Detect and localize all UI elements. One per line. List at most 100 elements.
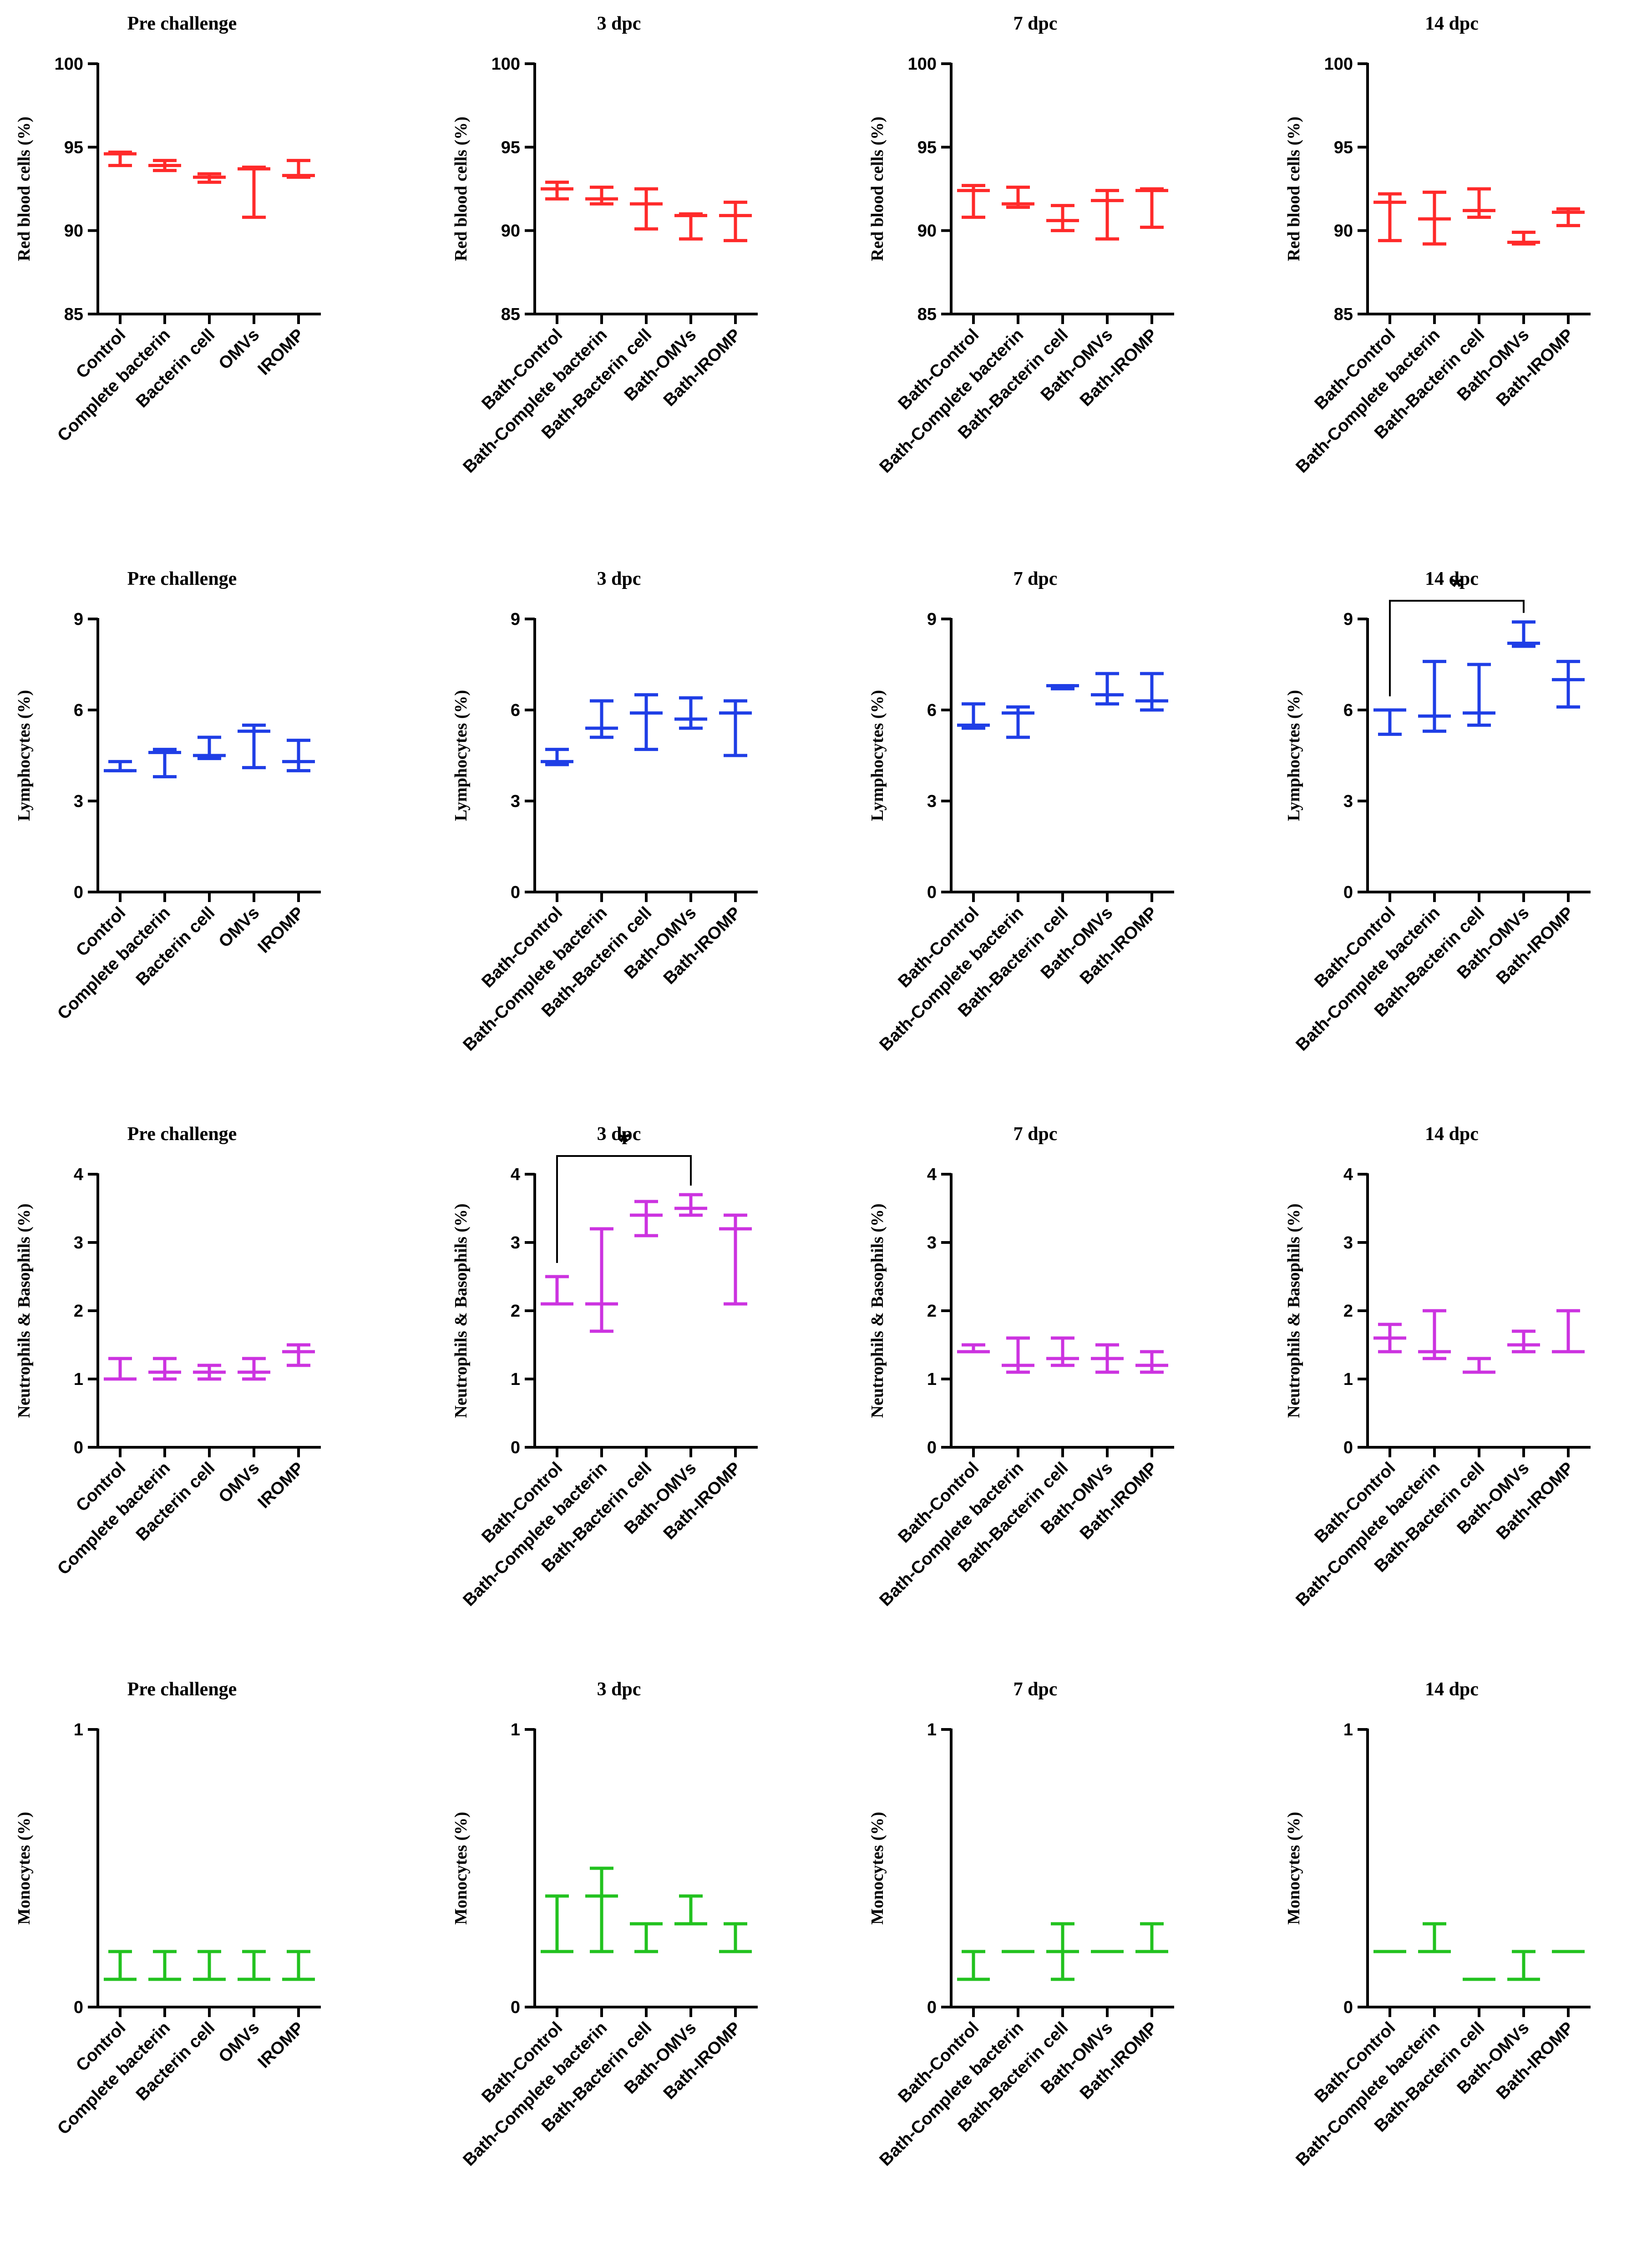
x-tick-label: IROMP: [254, 2018, 308, 2072]
chart-10: 7 dpc Neutrophils & Basophils (%) 0 1 2 3 4 Bat…: [868, 1124, 1174, 1610]
x-tick-label: Bath-IROMP: [1493, 1459, 1577, 1543]
y-tick-label: 3: [74, 792, 83, 811]
y-axis-label: Monocytes (%): [1284, 1812, 1303, 1925]
x-tick-label: Bath-IROMP: [1076, 325, 1161, 410]
y-tick-label: 0: [1343, 883, 1353, 902]
chart-title: Pre challenge: [127, 1124, 237, 1145]
y-tick-label: 4: [1343, 1165, 1353, 1184]
y-axis-label: Monocytes (%): [15, 1812, 34, 1925]
chart-title: 3 dpc: [597, 568, 641, 589]
error-bar: [1135, 672, 1168, 712]
chart-title: 7 dpc: [1013, 1124, 1058, 1145]
significance-star: *: [618, 1125, 630, 1158]
chart-title: Pre challenge: [127, 1679, 237, 1700]
significance-bracket: [556, 1155, 692, 1263]
chart-0: Pre challenge Red blood cells (%) 85 90 95 10…: [15, 13, 321, 446]
error-bar: [1552, 659, 1585, 709]
error-bar: [674, 1193, 707, 1217]
y-axis-label: Neutrophils & Basophils (%): [868, 1203, 887, 1418]
y-tick-label: 90: [1334, 222, 1353, 241]
y-tick-label: 4: [927, 1165, 937, 1184]
error-bar: [541, 1894, 573, 1953]
error-bar: [1463, 663, 1495, 727]
error-bar: [1046, 1336, 1079, 1367]
error-bar: [957, 702, 990, 730]
y-tick-label: 3: [511, 792, 520, 811]
error-bar: [1091, 672, 1124, 706]
error-bar: [630, 1200, 663, 1237]
y-tick-label: 9: [511, 610, 520, 629]
y-tick-label: 1: [927, 1370, 937, 1389]
y-tick-label: 6: [511, 701, 520, 720]
y-tick-label: 1: [74, 1720, 83, 1739]
error-bar: [957, 1343, 990, 1354]
y-tick-label: 100: [1324, 55, 1353, 74]
error-bar: [719, 1213, 752, 1306]
y-tick-label: 90: [64, 222, 83, 241]
y-tick-label: 3: [74, 1233, 83, 1252]
error-bar: [1002, 185, 1034, 209]
y-tick-label: 0: [511, 883, 520, 902]
error-bar: [104, 1357, 137, 1381]
y-tick-label: 3: [511, 1233, 520, 1252]
error-bar: [630, 693, 663, 751]
error-bar: [282, 739, 315, 772]
x-tick-label: Bath-IROMP: [1076, 903, 1161, 988]
y-tick-label: 6: [927, 701, 937, 720]
x-tick-label: Bacterin cell: [132, 903, 219, 990]
y-tick-label: 0: [74, 1998, 83, 2017]
error-bar: [585, 1866, 618, 1953]
error-bar: [1552, 1309, 1585, 1354]
y-axis-label: Red blood cells (%): [451, 117, 471, 261]
y-tick-label: 1: [511, 1720, 520, 1739]
error-bar: [1046, 1922, 1079, 1981]
y-axis-label: Lymphocytes (%): [1284, 690, 1303, 821]
error-bar: [1135, 1350, 1168, 1374]
x-tick-label: Bath-IROMP: [1493, 325, 1577, 410]
error-bar: [104, 150, 137, 167]
y-axis-label: Neutrophils & Basophils (%): [15, 1203, 34, 1418]
error-bar: [1373, 1323, 1406, 1354]
y-tick-label: 4: [511, 1165, 520, 1184]
error-bar: [1091, 1343, 1124, 1374]
y-axis-label: Monocytes (%): [868, 1812, 887, 1925]
y-axis-label: Monocytes (%): [451, 1812, 471, 1925]
error-bar: [238, 723, 270, 770]
error-bar: [1046, 204, 1079, 233]
x-tick-label: IROMP: [254, 903, 308, 957]
error-bar: [541, 180, 573, 201]
error-bar: [585, 699, 618, 739]
y-tick-label: 3: [1343, 1233, 1353, 1252]
error-bar: [719, 200, 752, 243]
y-tick-label: 100: [908, 55, 937, 74]
x-tick-label: Bath-IROMP: [1493, 903, 1577, 988]
chart-9: 3 dpc Neutrophils & Basophils (%) 0 1 2 3 4 Bat…: [451, 1124, 758, 1610]
y-tick-label: 2: [74, 1302, 83, 1321]
y-tick-label: 85: [917, 305, 937, 324]
error-bar: [674, 212, 707, 241]
x-tick-label: Bacterin cell: [132, 2018, 219, 2105]
y-tick-label: 9: [1343, 610, 1353, 629]
error-bar: [1507, 620, 1540, 648]
error-bar: [957, 1950, 990, 1981]
y-tick-label: 9: [74, 610, 83, 629]
x-tick-label: IROMP: [254, 325, 308, 379]
y-tick-label: 95: [64, 138, 83, 157]
error-bar: [719, 699, 752, 757]
chart-title: 7 dpc: [1013, 568, 1058, 589]
error-bar: [1373, 708, 1406, 736]
error-bar: [585, 1227, 618, 1333]
y-tick-label: 0: [511, 1998, 520, 2017]
y-tick-label: 100: [55, 55, 83, 74]
error-bar: [282, 1950, 315, 1981]
y-tick-label: 95: [1334, 138, 1353, 157]
error-bar: [1135, 1922, 1168, 1953]
error-bar: [148, 159, 181, 172]
error-bar: [238, 1357, 270, 1381]
